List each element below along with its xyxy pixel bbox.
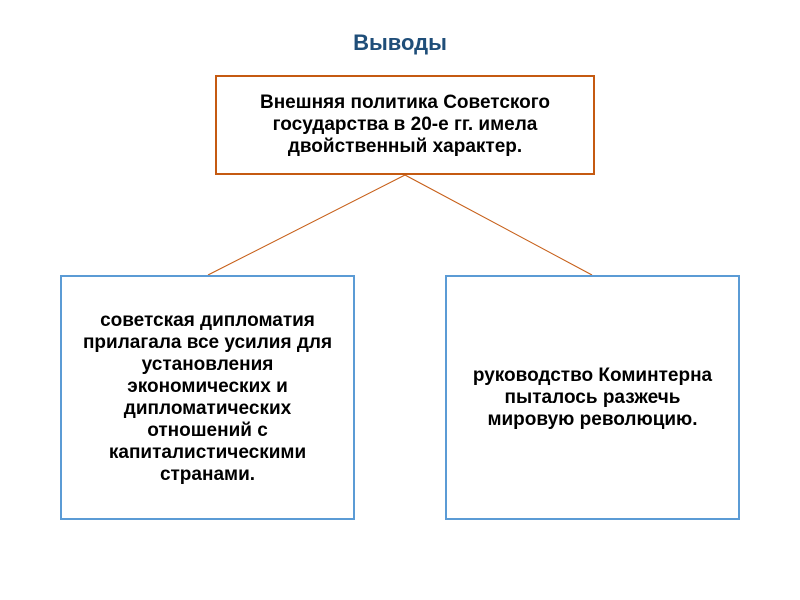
right-branch-box: руководство Коминтерна пыталось разжечь …: [445, 275, 740, 520]
left-branch-box: советская дипломатия прилагала все усили…: [60, 275, 355, 520]
diagram-container: Выводы Внешняя политика Советского госуд…: [0, 0, 800, 600]
connector-right: [405, 175, 592, 275]
right-branch-text: руководство Коминтерна пыталось разжечь …: [462, 365, 723, 431]
main-conclusion-box: Внешняя политика Советского государства …: [215, 75, 595, 175]
connector-left: [208, 175, 405, 275]
diagram-title: Выводы: [0, 30, 800, 56]
left-branch-text: советская дипломатия прилагала все усили…: [77, 310, 338, 486]
main-conclusion-text: Внешняя политика Советского государства …: [227, 92, 583, 158]
